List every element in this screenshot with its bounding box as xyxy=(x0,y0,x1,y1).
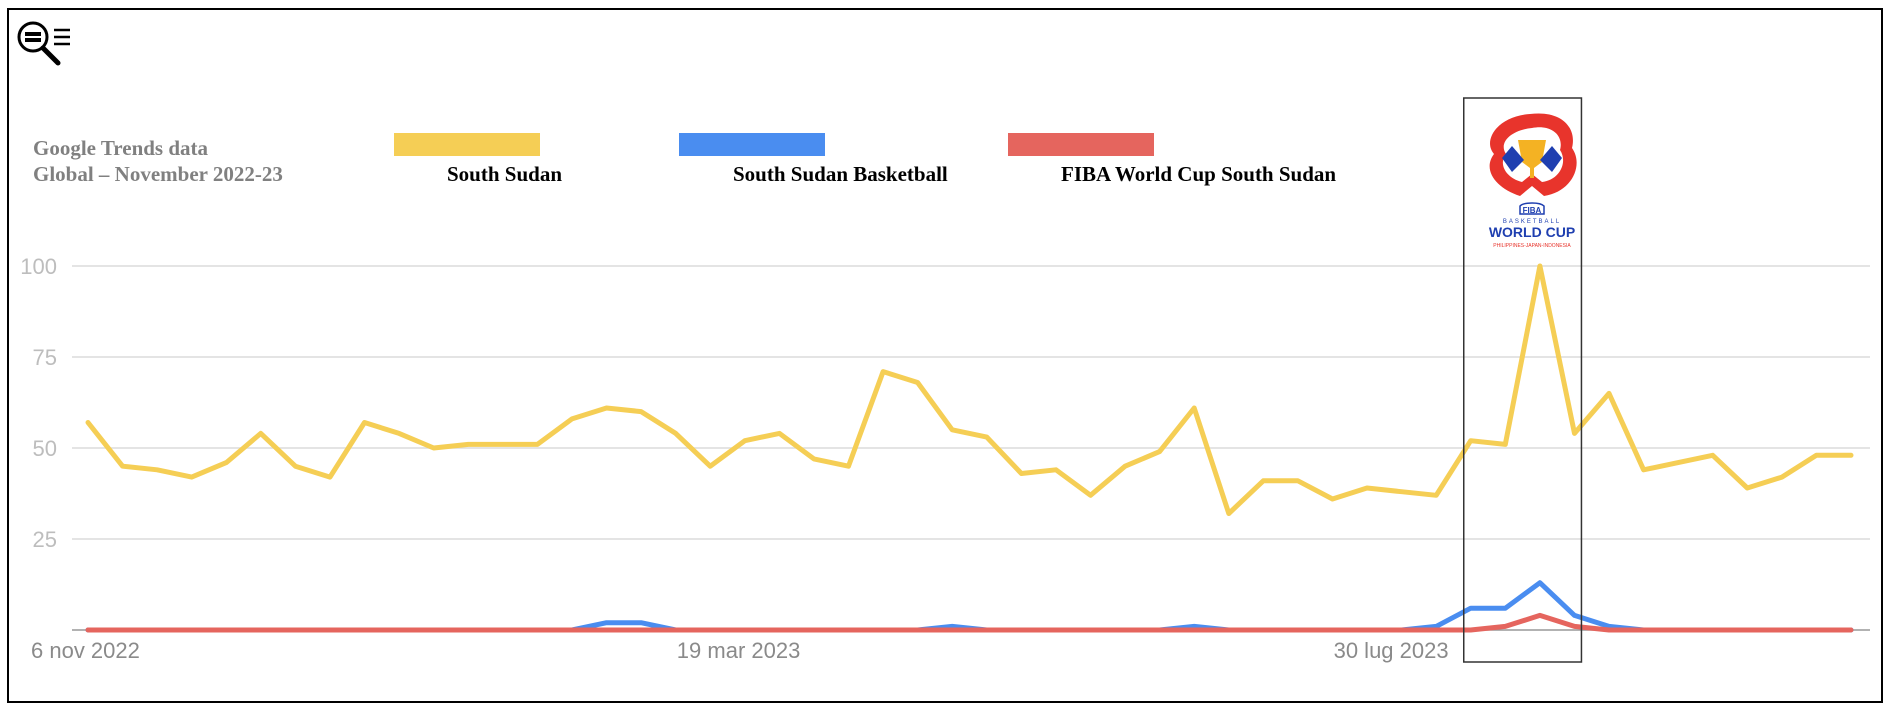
legend-swatch-basketball xyxy=(679,133,825,156)
legend-swatch-south-sudan xyxy=(394,133,540,156)
logo-worldcup-text: WORLD CUP xyxy=(1489,224,1575,240)
caption-line-1: Google Trends data xyxy=(33,136,209,160)
x-tick-label-1: 19 mar 2023 xyxy=(677,638,801,663)
chart-frame xyxy=(7,8,1883,703)
data-source-caption: Google Trends data Global – November 202… xyxy=(33,135,283,187)
series-line-3 xyxy=(85,612,1854,633)
legend-label-south-sudan: South Sudan xyxy=(447,162,562,186)
y-tick-label-100: 100 xyxy=(20,254,57,279)
x-tick-label-0: 6 nov 2022 xyxy=(31,638,140,663)
series-line-2 xyxy=(85,580,1854,633)
caption-line-2: Global – November 2022-23 xyxy=(33,162,283,186)
fiba-world-cup-logo: FIBA BASKETBALL WORLD CUP PHILIPPINES-JA… xyxy=(1489,113,1577,249)
series-line-1 xyxy=(85,263,1854,516)
logo-hosts-text: PHILIPPINES-JAPAN-INDONESIA xyxy=(1493,243,1571,249)
trends-search-icon xyxy=(17,21,70,66)
y-tick-label-50: 50 xyxy=(33,436,57,461)
legend-label-basketball: South Sudan Basketball xyxy=(733,162,948,186)
y-tick-label-25: 25 xyxy=(33,527,57,552)
x-tick-label-2: 30 lug 2023 xyxy=(1334,638,1449,663)
legend-label-fiba: FIBA World Cup South Sudan xyxy=(1061,162,1337,186)
logo-basketball-text: BASKETBALL xyxy=(1503,219,1561,225)
legend-swatch-fiba xyxy=(1008,133,1154,156)
logo-fiba-text: FIBA xyxy=(1523,206,1542,215)
y-tick-label-75: 75 xyxy=(33,345,57,370)
highlight-box xyxy=(1462,97,1583,663)
